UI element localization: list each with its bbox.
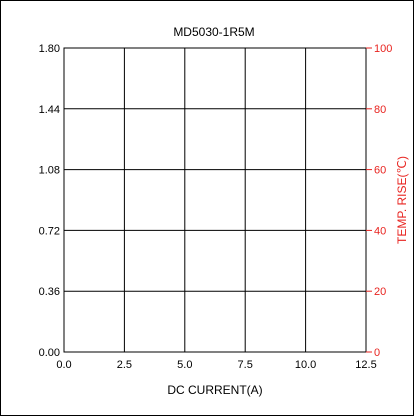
grid-lines xyxy=(63,47,367,353)
y2-axis-label: TEMP. RISE(℃) xyxy=(395,156,409,244)
x-tick-label: 12.5 xyxy=(355,359,376,371)
y-tick-label: 0.36 xyxy=(39,286,60,298)
y-tick-label: 1.08 xyxy=(39,165,60,177)
x-tick-label: 7.5 xyxy=(238,359,253,371)
x-axis-label: DC CURRENT(A) xyxy=(167,383,262,397)
x-axis-ticks: 0.0 2.5 5.0 7.5 10.0 12.5 xyxy=(56,359,376,371)
y2-tick-label: 0 xyxy=(374,347,380,359)
y-tick-label: 1.44 xyxy=(39,104,60,116)
y-tick-label: 1.80 xyxy=(39,43,60,55)
x-tick-label: 0.0 xyxy=(56,359,71,371)
y2-tick-label: 60 xyxy=(374,165,386,177)
y2-axis-ticks: 0 20 40 60 80 100 xyxy=(366,43,392,359)
y-tick-label: 0.72 xyxy=(39,225,60,237)
x-tick-label: 2.5 xyxy=(117,359,132,371)
chart-title: MD5030-1R5M xyxy=(173,25,254,39)
y2-tick-label: 20 xyxy=(374,286,386,298)
x-tick-label: 5.0 xyxy=(177,359,192,371)
x-tick-label: 10.0 xyxy=(295,359,316,371)
y-axis-ticks: 0.00 0.36 0.72 1.08 1.44 1.80 xyxy=(39,43,60,359)
y2-tick-label: 100 xyxy=(374,43,392,55)
y2-tick-label: 40 xyxy=(374,225,386,237)
y-tick-label: 0.00 xyxy=(39,347,60,359)
plot-area-border xyxy=(63,47,367,353)
y2-tick-label: 80 xyxy=(374,104,386,116)
